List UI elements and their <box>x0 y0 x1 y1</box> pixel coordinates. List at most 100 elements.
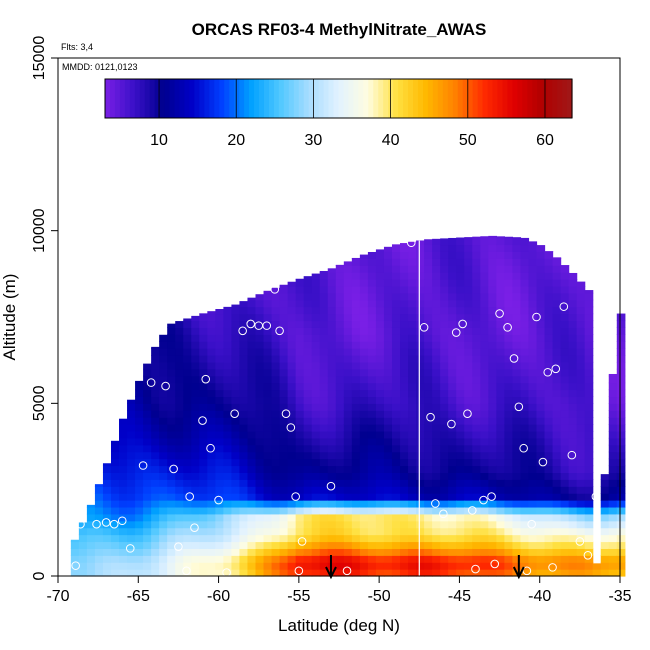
field-cell <box>102 555 112 563</box>
colorbar-segment <box>348 79 355 118</box>
field-cell <box>448 493 457 501</box>
field-cell <box>375 410 385 418</box>
field-cell <box>239 541 249 549</box>
field-cell <box>295 506 305 515</box>
field-cell <box>496 327 505 335</box>
field-cell <box>416 430 425 439</box>
field-cell <box>440 479 449 487</box>
field-cell <box>472 562 481 570</box>
field-cell <box>456 348 465 356</box>
field-cell <box>520 534 530 543</box>
field-cell <box>199 313 208 315</box>
sample-point <box>81 495 90 505</box>
field-cell <box>520 569 530 577</box>
field-cell <box>520 437 530 446</box>
field-cell <box>375 306 385 315</box>
field-cell <box>223 334 233 342</box>
field-cell <box>199 486 208 494</box>
field-cell <box>536 500 546 508</box>
field-cell <box>367 320 377 328</box>
field-cell <box>86 506 96 515</box>
field-cell <box>576 281 586 287</box>
field-cell <box>391 410 401 418</box>
field-cell <box>319 500 329 508</box>
field-cell <box>375 341 385 349</box>
field-cell <box>432 513 441 522</box>
field-cell <box>416 424 425 432</box>
field-cell <box>375 513 385 522</box>
field-cell <box>480 479 489 487</box>
field-cell <box>199 562 208 570</box>
field-cell <box>191 334 200 342</box>
field-cell <box>448 451 457 460</box>
field-cell <box>231 479 241 487</box>
field-cell <box>432 368 441 377</box>
field-cell <box>159 465 168 473</box>
field-cell <box>239 313 249 322</box>
field-cell <box>335 527 345 536</box>
sample-point <box>532 312 541 322</box>
field-cell <box>480 375 489 384</box>
field-cell <box>351 458 361 467</box>
field-cell <box>391 458 401 467</box>
field-cell <box>560 313 570 322</box>
field-cell <box>488 292 497 301</box>
field-cell <box>351 258 361 266</box>
field-cell <box>584 430 594 439</box>
field-cell <box>287 396 297 404</box>
field-cell <box>183 417 192 425</box>
field-cell <box>191 472 200 480</box>
field-cell <box>311 279 321 287</box>
field-cell <box>343 451 353 460</box>
colorbar-segment <box>447 79 454 118</box>
field-cell <box>504 534 514 543</box>
field-cell <box>424 272 433 280</box>
field-cell <box>343 341 353 349</box>
field-cell <box>343 437 353 446</box>
field-cell <box>456 493 465 501</box>
field-cell <box>528 513 538 522</box>
field-cell <box>464 272 473 280</box>
field-cell <box>255 527 265 536</box>
field-cell <box>151 534 160 543</box>
field-cell <box>279 506 289 515</box>
field-cell <box>183 458 192 467</box>
field-cell <box>440 238 449 246</box>
field-cell <box>544 493 554 501</box>
field-cell <box>480 458 489 467</box>
field-cell <box>199 479 208 487</box>
field-cell <box>199 555 208 563</box>
field-cell <box>400 569 409 577</box>
field-cell <box>440 458 449 467</box>
field-cell <box>247 389 257 398</box>
field-cell <box>504 368 514 377</box>
field-cell <box>335 479 345 487</box>
field-cell <box>367 258 377 266</box>
field-cell <box>568 444 578 453</box>
field-cell <box>167 486 176 494</box>
colorbar-segment <box>562 79 568 118</box>
field-cell <box>544 555 554 563</box>
field-cell <box>215 458 224 467</box>
field-cell <box>351 320 361 328</box>
field-cell <box>472 368 481 377</box>
field-cell <box>287 403 297 411</box>
field-cell <box>319 417 329 425</box>
field-cell <box>584 520 594 529</box>
field-cell <box>448 265 457 273</box>
field-cell <box>488 306 497 315</box>
field-cell <box>576 354 586 363</box>
field-cell <box>183 396 192 404</box>
field-cell <box>512 341 522 349</box>
field-cell <box>616 458 626 467</box>
field-cell <box>560 520 570 529</box>
field-cell <box>271 444 281 453</box>
field-cell <box>512 285 522 294</box>
field-cell <box>480 417 489 425</box>
field-cell <box>279 341 289 349</box>
field-cell <box>416 479 425 487</box>
field-cell <box>440 527 449 536</box>
field-cell <box>464 306 473 315</box>
field-cell <box>576 306 586 315</box>
field-cell <box>127 569 136 577</box>
